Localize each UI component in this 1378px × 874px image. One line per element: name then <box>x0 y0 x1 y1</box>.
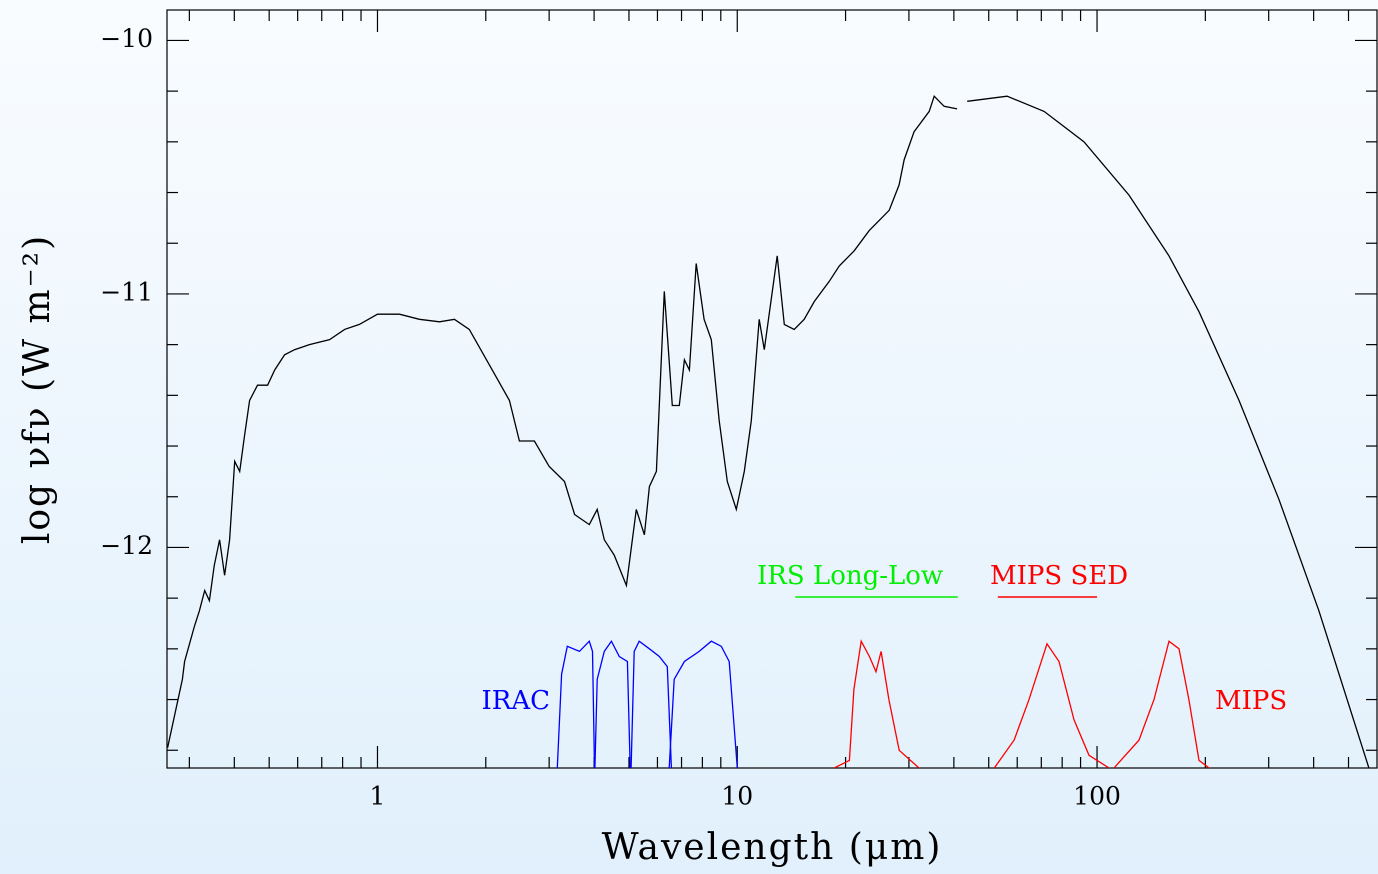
x-tick-label: 100 <box>1073 782 1121 811</box>
y-axis-label: log νfν (W m⁻²) <box>17 234 58 544</box>
series-line <box>993 642 1110 768</box>
annotation: IRAC <box>481 686 550 716</box>
annotation: IRS Long-Low <box>757 561 943 591</box>
y-tick-label: −12 <box>100 531 153 560</box>
x-axis-label: Wavelength (μm) <box>602 827 943 868</box>
x-tick-label: 10 <box>721 782 753 811</box>
series-line <box>556 639 596 768</box>
annotation: MIPS <box>1215 686 1287 716</box>
y-tick-label: −11 <box>100 277 153 306</box>
series-line <box>630 640 673 768</box>
y-tick-label: −10 <box>100 24 153 53</box>
x-tick-label: 1 <box>370 782 386 811</box>
series-line <box>833 639 920 768</box>
annotation: MIPS SED <box>990 561 1128 591</box>
series-line <box>167 94 1370 768</box>
series-line <box>1113 640 1210 768</box>
series-line <box>594 639 631 768</box>
series-line <box>668 640 738 768</box>
plot-frame <box>166 9 1378 769</box>
